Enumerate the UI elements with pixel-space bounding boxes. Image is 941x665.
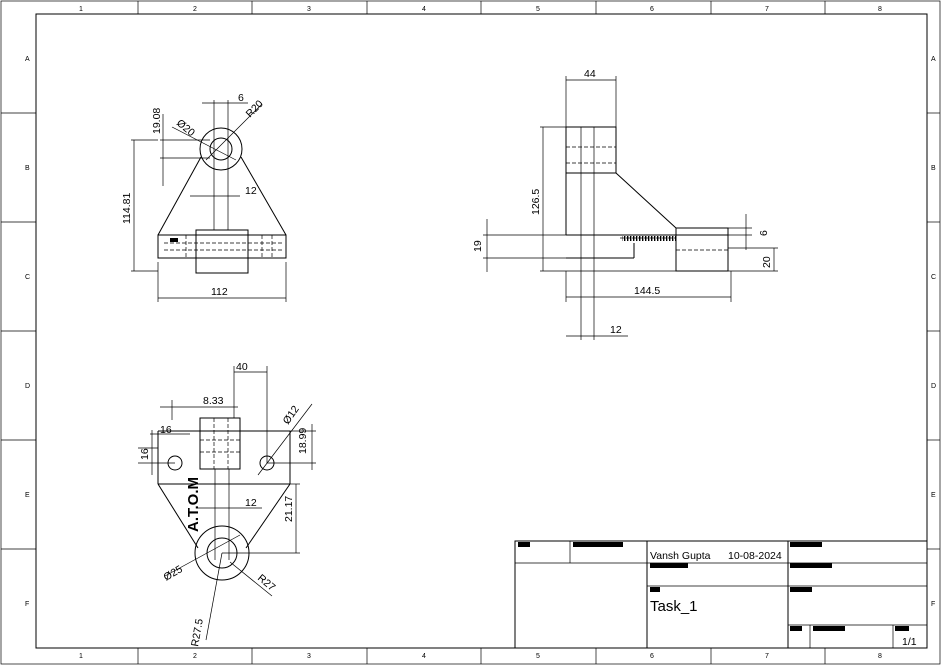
zone-col-top-4: 4 (422, 6, 426, 13)
zone-row-left-d: D (25, 383, 30, 390)
dim-8-33: 8.33 (203, 395, 224, 407)
dim-12-top: 12 (245, 497, 257, 509)
dim-40: 40 (236, 361, 248, 373)
dim-20: 20 (761, 256, 773, 268)
dim-dia-12: Ø12 (281, 403, 302, 426)
dim-12-side: 12 (610, 324, 622, 336)
zone-row-left-b: B (25, 165, 30, 172)
dim-44: 44 (584, 68, 596, 80)
zone-col-bottom-7: 7 (765, 653, 769, 660)
dim-19: 19 (472, 240, 484, 252)
zone-col-bottom-8: 8 (878, 653, 882, 660)
zone-row-left-a: A (25, 56, 30, 63)
zone-row-left-f: F (25, 601, 29, 608)
dim-16-side-top: 16 (139, 448, 151, 460)
dim-6-side: 6 (758, 230, 770, 236)
side-view (483, 76, 778, 340)
inner-border (35, 13, 928, 649)
zone-col-bottom-4: 4 (422, 653, 426, 660)
title-block-author: Vansh Gupta (650, 550, 711, 562)
zone-col-top-7: 7 (765, 6, 769, 13)
zone-row-right-d: D (931, 383, 936, 390)
dim-18-99: 18.99 (297, 428, 309, 454)
title-block-date: 10-08-2024 (728, 550, 782, 562)
zone-col-top-8: 8 (878, 6, 882, 13)
dim-dia-20: Ø20 (174, 117, 197, 139)
title-block-sheet: 1/1 (902, 636, 917, 648)
dim-16-top: 16 (160, 424, 172, 436)
top-view (138, 366, 316, 641)
zone-row-left-e: E (25, 492, 30, 499)
front-view (131, 100, 287, 302)
zone-row-right-f: F (931, 601, 935, 608)
atom-engraving: A.T.O.M (185, 477, 202, 532)
zone-col-bottom-5: 5 (536, 653, 540, 660)
zone-row-left-c: C (25, 274, 30, 281)
dim-r27-5: R27.5 (189, 618, 206, 648)
dim-r27: R27 (255, 572, 278, 594)
dim-19-08: 19.08 (151, 108, 163, 134)
zone-row-right-c: C (931, 274, 936, 281)
dim-21-17: 21.17 (283, 496, 295, 522)
title-block-title: Task_1 (650, 598, 698, 615)
zone-row-right-e: E (931, 492, 936, 499)
dim-12-front: 12 (245, 185, 257, 197)
zone-col-top-6: 6 (650, 6, 654, 13)
dim-112: 112 (211, 286, 228, 298)
dim-r20: R20 (244, 98, 266, 120)
dim-dia-25: Ø25 (162, 563, 185, 583)
zone-row-right-b: B (931, 165, 936, 172)
zone-col-bottom-3: 3 (307, 653, 311, 660)
zone-col-top-3: 3 (307, 6, 311, 13)
zone-col-bottom-6: 6 (650, 653, 654, 660)
dim-126-5: 126.5 (530, 189, 542, 215)
zone-col-top-1: 1 (79, 6, 83, 13)
zone-col-top-2: 2 (193, 6, 197, 13)
zone-col-top-5: 5 (536, 6, 540, 13)
zone-row-right-a: A (931, 56, 936, 63)
dim-6: 6 (238, 92, 244, 104)
dim-144-5: 144.5 (634, 285, 660, 297)
zone-col-bottom-1: 1 (79, 653, 83, 660)
dim-114-81: 114.81 (121, 193, 133, 224)
zone-col-bottom-2: 2 (193, 653, 197, 660)
title-block (514, 540, 928, 649)
